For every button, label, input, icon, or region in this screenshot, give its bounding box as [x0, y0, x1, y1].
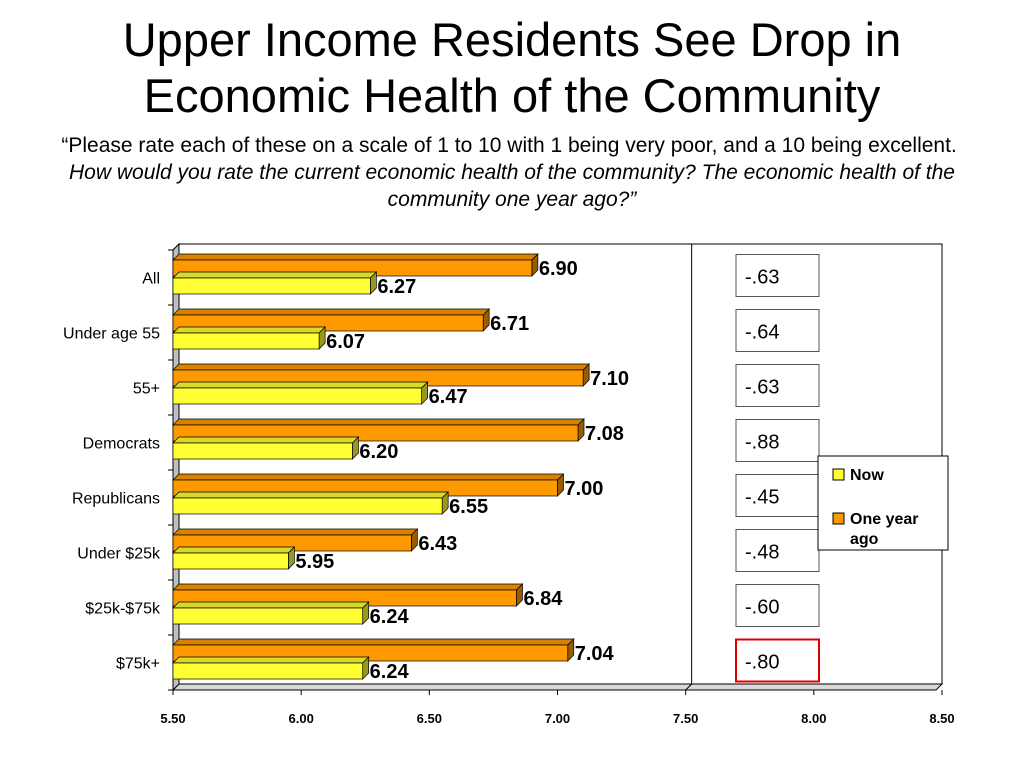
x-tick-label: 8.50 — [929, 711, 954, 726]
legend-swatch — [832, 468, 845, 481]
difference-label: -.45 — [745, 487, 779, 509]
category-label: 55+ — [133, 381, 160, 398]
difference-label: -.60 — [745, 597, 779, 619]
chart-title: Upper Income Residents See Drop in Econo… — [0, 12, 1024, 124]
bar-top-face — [172, 528, 419, 536]
bar-top-face — [172, 638, 575, 646]
difference-box — [735, 309, 820, 352]
difference-label: -.80 — [745, 652, 779, 674]
bar-now — [172, 326, 326, 350]
bar-front-face — [172, 552, 289, 570]
difference-box — [735, 419, 820, 462]
x-tick-label: 6.00 — [289, 711, 314, 726]
bar-top-face — [172, 473, 565, 481]
difference-label: -.63 — [745, 377, 779, 399]
difference-label: -.88 — [745, 432, 779, 454]
category-label: Democrats — [83, 436, 160, 453]
legend-label: One year ago — [850, 511, 918, 548]
plot-floor — [171, 683, 944, 691]
category-label: Under age 55 — [63, 326, 160, 343]
data-label-now: 6.55 — [449, 496, 488, 518]
difference-box — [735, 474, 820, 517]
difference-label: -.63 — [745, 267, 779, 289]
category-label: All — [142, 271, 160, 288]
data-label-now: 6.20 — [359, 441, 398, 463]
legend-label: Now — [850, 467, 884, 484]
bar-top-face — [172, 656, 370, 664]
bar-top-face — [172, 491, 449, 499]
subtitle-question-italic: How would you rate the current economic … — [69, 161, 955, 211]
difference-box — [735, 254, 820, 297]
bar-top-face — [172, 271, 378, 279]
reference-line-floor — [685, 683, 693, 691]
data-label-one-year-ago: 7.08 — [585, 423, 624, 445]
data-label-one-year-ago: 7.10 — [590, 368, 629, 390]
data-label-one-year-ago: 6.90 — [539, 258, 578, 280]
bar-one-year-ago — [172, 418, 585, 442]
bar-top-face — [172, 381, 429, 389]
data-label-now: 6.24 — [370, 606, 410, 628]
bar-now — [172, 656, 370, 680]
bar-top-face — [172, 601, 370, 609]
bar-front-face — [172, 277, 371, 295]
bar-top-face — [172, 436, 360, 444]
data-label-one-year-ago: 6.71 — [490, 313, 529, 335]
x-tick-label: 7.00 — [545, 711, 570, 726]
bar-front-face — [172, 442, 353, 460]
difference-box — [735, 364, 820, 407]
legend-swatch — [832, 512, 845, 525]
data-label-now: 6.47 — [429, 386, 468, 408]
difference-label: -.64 — [745, 322, 779, 344]
data-label-now: 5.95 — [295, 551, 334, 573]
data-label-now: 6.27 — [377, 276, 416, 298]
title-line-1: Upper Income Residents See Drop in — [122, 13, 902, 66]
bar-top-face — [172, 418, 585, 426]
category-label: $25k-$75k — [85, 601, 161, 618]
category-label: Republicans — [72, 491, 160, 508]
bar-now — [172, 601, 370, 625]
data-label-one-year-ago: 6.43 — [418, 533, 457, 555]
data-label-one-year-ago: 7.04 — [575, 643, 615, 665]
x-tick-label: 6.50 — [417, 711, 442, 726]
difference-box — [735, 638, 820, 683]
data-label-one-year-ago: 7.00 — [565, 478, 604, 500]
bar-now — [172, 381, 429, 405]
data-label-one-year-ago: 6.84 — [523, 588, 563, 610]
bar-front-face — [172, 387, 422, 405]
x-tick-label: 5.50 — [160, 711, 185, 726]
bar-now — [172, 491, 449, 515]
difference-label: -.48 — [745, 542, 779, 564]
bar-front-face — [172, 497, 443, 515]
difference-box — [735, 584, 820, 627]
bar-top-face — [172, 583, 524, 591]
x-tick-label: 8.00 — [801, 711, 826, 726]
bar-front-face — [172, 332, 320, 350]
data-label-now: 6.24 — [370, 661, 410, 683]
bar-now — [172, 546, 296, 570]
data-label-now: 6.07 — [326, 331, 365, 353]
subtitle-question-intro: “Please rate each of these on a scale of… — [61, 134, 957, 157]
bar-top-face — [172, 546, 296, 554]
bar-front-face — [172, 607, 364, 625]
difference-box — [735, 529, 820, 572]
x-tick-label: 7.50 — [673, 711, 698, 726]
category-label: Under $25k — [77, 546, 161, 563]
chart-subtitle: “Please rate each of these on a scale of… — [60, 132, 964, 213]
bar-now — [172, 436, 360, 460]
category-label: $75k+ — [116, 656, 160, 673]
bar-top-face — [172, 253, 539, 261]
bar-now — [172, 271, 378, 295]
bar-front-face — [172, 662, 364, 680]
bar-top-face — [172, 363, 590, 371]
bar-top-face — [172, 326, 326, 334]
title-line-2: Economic Health of the Community — [143, 69, 881, 122]
bar-top-face — [172, 308, 491, 316]
